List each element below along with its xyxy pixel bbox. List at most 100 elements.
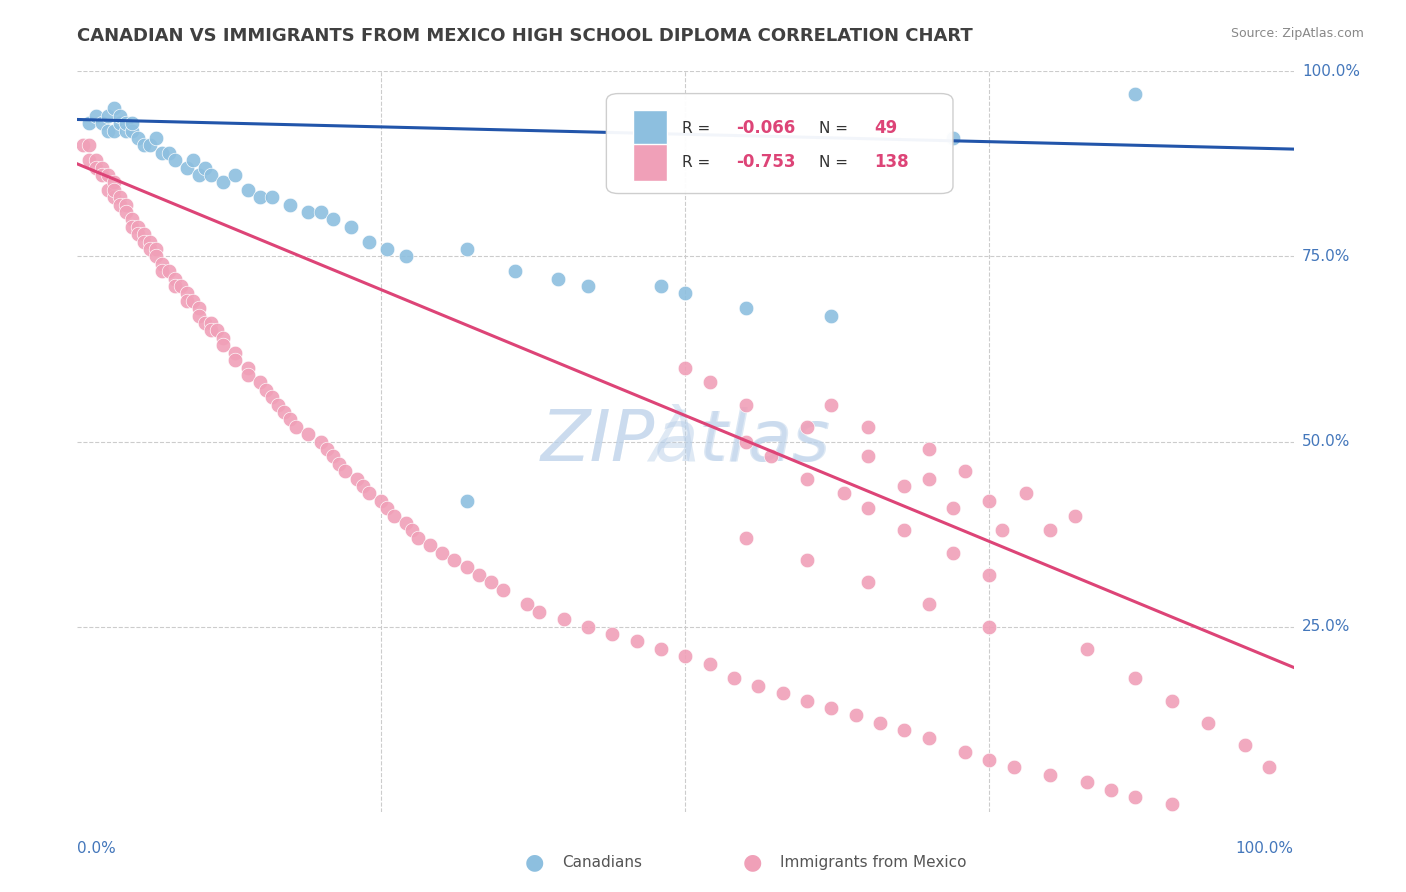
Point [456,560,478,574]
Point [200,316,222,330]
Point [942,131,965,145]
Point [260,190,283,204]
Point [1099,782,1122,797]
Point [108,197,131,211]
Point [456,242,478,256]
Point [1015,486,1038,500]
Point [796,471,818,485]
Point [79,153,101,168]
Point [430,546,453,560]
Point [90,161,112,175]
Point [121,123,143,137]
Point [278,412,301,426]
Point [747,679,769,693]
Point [224,168,246,182]
Point [602,627,624,641]
Point [759,450,782,464]
Point [152,264,174,278]
Point [139,235,162,249]
Point [1125,87,1147,101]
Point [139,242,162,256]
Point [990,524,1012,538]
Point [820,701,842,715]
Text: Immigrants from Mexico: Immigrants from Mexico [780,855,967,870]
Point [72,138,94,153]
Point [395,250,418,264]
Text: -0.066: -0.066 [737,120,796,137]
Point [370,493,392,508]
Text: N =: N = [820,120,853,136]
Point [115,197,138,211]
Point [103,175,125,190]
Point [675,649,697,664]
Point [553,612,575,626]
Point [139,138,162,153]
Point [377,501,399,516]
Point [1076,641,1098,656]
Point [90,168,112,182]
Text: R =: R = [682,120,714,136]
Point [236,183,259,197]
Text: Source: ZipAtlas.com: Source: ZipAtlas.com [1230,27,1364,40]
Text: 75.0%: 75.0% [1302,249,1350,264]
Point [115,205,138,219]
Point [224,345,246,359]
Point [735,301,758,316]
Point [176,286,198,301]
Point [1063,508,1085,523]
FancyBboxPatch shape [633,110,668,146]
Point [856,419,879,434]
Point [953,746,976,760]
Point [157,145,180,160]
Point [145,242,167,256]
Point [127,227,149,242]
Text: -0.753: -0.753 [737,153,796,171]
Point [121,116,143,130]
Point [194,161,217,175]
Point [1258,760,1281,774]
Text: 0.0%: 0.0% [77,841,117,856]
Point [443,553,465,567]
Point [200,324,222,338]
Point [176,293,198,308]
Point [869,715,891,730]
FancyBboxPatch shape [633,144,668,181]
Text: 25.0%: 25.0% [1302,619,1350,634]
Point [333,464,356,478]
Point [103,190,125,204]
Point [249,376,271,390]
Point [121,219,143,234]
Point [163,153,186,168]
Point [918,471,941,485]
Point [576,279,599,293]
Point [547,271,569,285]
Point [181,293,204,308]
Point [84,161,107,175]
Point [188,301,211,316]
Point [121,212,143,227]
Point [979,619,1001,633]
Point [176,161,198,175]
Point [675,286,697,301]
Point [267,398,290,412]
Point [359,486,381,500]
Point [108,109,131,123]
Point [163,271,186,285]
Point [893,723,915,738]
Point [467,567,489,582]
Point [979,493,1001,508]
Text: 100.0%: 100.0% [1236,841,1294,856]
Point [377,242,399,256]
Point [278,197,301,211]
Point [918,731,941,745]
Point [503,264,526,278]
Point [845,708,868,723]
Point [97,168,120,182]
Point [893,524,915,538]
Point [820,309,842,323]
Point [576,619,599,633]
Point [103,123,125,137]
Point [297,205,319,219]
Point [170,279,193,293]
Point [979,753,1001,767]
